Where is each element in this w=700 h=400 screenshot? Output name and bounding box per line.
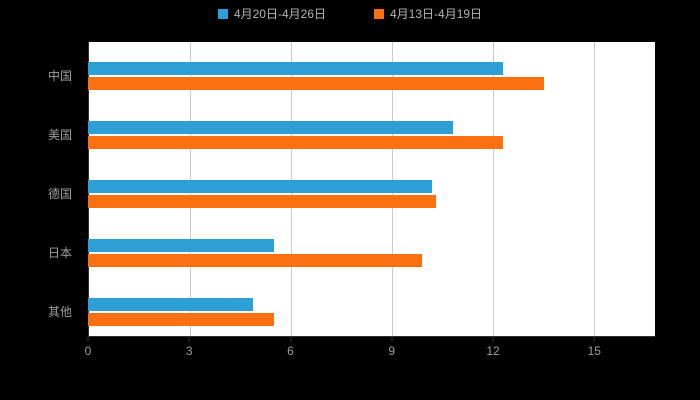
legend: 4月20日-4月26日 4月13日-4月19日 [0,8,700,20]
bar-group [88,219,655,278]
bar[interactable] [88,120,453,134]
bar[interactable] [88,253,423,267]
tick-label: 3 [185,344,193,358]
bar-group [88,42,655,101]
category-label: 中国 [47,69,72,83]
tick-mark [492,337,494,342]
bar[interactable] [88,61,504,75]
bar[interactable] [88,76,544,90]
bar[interactable] [88,194,436,208]
category-label: 其他 [47,305,72,319]
bar[interactable] [88,179,433,193]
bar[interactable] [88,135,504,149]
legend-swatch-orange [374,9,384,19]
legend-item-week2[interactable]: 4月20日-4月26日 [217,7,326,21]
tick-mark [593,337,595,342]
tick-label: 15 [587,344,601,358]
bar-rows [88,42,655,337]
bar[interactable] [88,297,254,311]
legend-swatch-blue [217,9,228,19]
tick-label: 6 [287,344,294,358]
tick-mark [391,337,393,342]
tick-mark [87,337,89,342]
legend-label: 4月13日-4月19日 [390,7,483,21]
tick-label: 0 [84,344,92,358]
category-labels: 中国美国德国日本其他 [0,42,80,337]
x-axis: 0 3 6 9 12 15 [84,337,655,361]
tick-label: 12 [486,344,500,358]
bar[interactable] [88,238,274,252]
category-label: 德国 [47,187,72,201]
gridline [493,42,495,336]
bar[interactable] [88,312,274,326]
tick-mark [188,337,190,342]
bar-group [88,101,655,160]
bar-group [88,278,655,337]
bar-group [88,160,655,219]
category-label: 日本 [47,246,72,260]
tick-mark [290,337,291,342]
legend-label: 4月20日-4月26日 [233,7,326,21]
legend-item-week1[interactable]: 4月13日-4月19日 [374,8,482,20]
gridline [594,42,596,336]
tick-label: 9 [388,344,396,358]
category-label: 美国 [47,128,72,142]
